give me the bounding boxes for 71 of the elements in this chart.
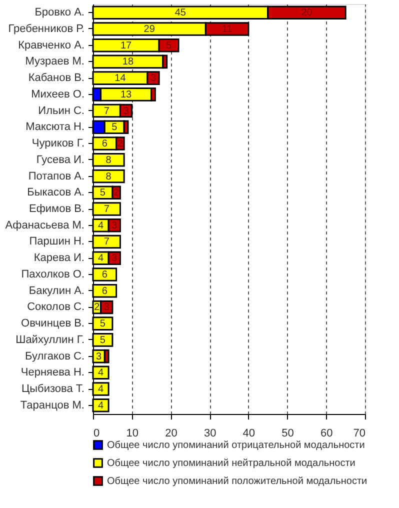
data-label: 2 bbox=[94, 302, 100, 314]
y-tick-label: Кабанов В. bbox=[28, 72, 84, 84]
data-label: 5 bbox=[100, 188, 106, 199]
data-label: 17 bbox=[120, 40, 132, 52]
y-tick-label: Ефимов В. bbox=[28, 203, 84, 215]
data-label: 3 bbox=[104, 302, 110, 314]
y-tick-label: Музраев М. bbox=[25, 56, 84, 68]
data-label: 11 bbox=[222, 24, 233, 35]
data-label: 7 bbox=[104, 106, 110, 117]
data-label: 5 bbox=[100, 334, 106, 346]
y-tick-label: Бакулин А. bbox=[28, 284, 84, 297]
x-tick-label: 60 bbox=[320, 428, 333, 440]
y-tick-label: Шайхуллин Г. bbox=[16, 334, 84, 346]
x-tick-label: 0 bbox=[94, 428, 100, 440]
data-label: 3 bbox=[112, 220, 118, 232]
y-tick-label: Гребенников Р. bbox=[8, 22, 84, 35]
data-label: 13 bbox=[120, 89, 132, 100]
data-label: 4 bbox=[98, 220, 104, 232]
data-label: 29 bbox=[144, 24, 156, 35]
y-tick-label: Булгаков С. bbox=[25, 350, 84, 362]
data-label: 6 bbox=[102, 269, 108, 280]
data-label: 5 bbox=[166, 40, 172, 52]
data-label: 18 bbox=[122, 56, 134, 68]
data-label: 4 bbox=[98, 384, 104, 396]
legend-label: Общее число упоминаний нейтральной модальности bbox=[107, 458, 356, 469]
y-tick-label: Чуриков Г. bbox=[32, 138, 84, 150]
y-tick-label: Максюта Н. bbox=[26, 121, 84, 134]
y-tick-label: Афанасьева М. bbox=[5, 219, 84, 232]
data-label: 4 bbox=[98, 400, 104, 412]
data-label: 6 bbox=[102, 286, 108, 297]
data-label: 4 bbox=[98, 368, 104, 379]
data-label: 7 bbox=[104, 236, 110, 248]
data-label: 5 bbox=[112, 122, 118, 134]
x-tick-label: 40 bbox=[242, 428, 256, 440]
y-tick-label: Кравченко А. bbox=[18, 39, 84, 52]
data-label: 2 bbox=[117, 138, 124, 150]
data-label: 14 bbox=[114, 73, 126, 84]
y-tick-label: Черняева Н. bbox=[20, 366, 84, 379]
x-tick-label: 10 bbox=[126, 428, 138, 440]
y-tick-label: Бровко А. bbox=[34, 6, 84, 19]
data-label: 8 bbox=[106, 154, 112, 166]
data-label: 3 bbox=[96, 351, 102, 362]
data-label: 2 bbox=[114, 188, 120, 199]
x-tick-label: 70 bbox=[353, 428, 366, 440]
data-label: 4 bbox=[98, 253, 104, 264]
y-tick-label: Гусева И. bbox=[36, 154, 84, 166]
data-label: 7 bbox=[104, 204, 110, 215]
x-tick-label: 20 bbox=[165, 428, 178, 440]
y-tick-label: Михеев О. bbox=[31, 88, 84, 100]
data-label: 3 bbox=[112, 253, 118, 264]
data-label: 6 bbox=[102, 138, 108, 150]
data-label: 3 bbox=[150, 73, 156, 84]
x-tick-label: 30 bbox=[204, 428, 216, 440]
data-label: 8 bbox=[106, 171, 112, 182]
y-tick-label: Ильин С. bbox=[38, 104, 84, 117]
legend-label: Общее число упоминаний положительной модальности bbox=[107, 476, 368, 487]
y-tick-label: Потапов А. bbox=[28, 170, 84, 182]
y-tick-label: Паршин Н. bbox=[29, 236, 84, 248]
data-label: 20 bbox=[301, 8, 313, 19]
y-tick-label: Овчинцев В. bbox=[21, 318, 84, 330]
y-tick-label: Карева И. bbox=[34, 252, 84, 264]
legend-label: Общее число упоминаний отрицательной модальности bbox=[107, 440, 365, 451]
y-tick-label: Соколов С. bbox=[27, 301, 84, 314]
y-tick-label: Быкасов А. bbox=[27, 186, 84, 199]
y-tick-label: Пахолков О. bbox=[21, 268, 84, 280]
data-label: 5 bbox=[100, 318, 106, 330]
data-label: 3 bbox=[123, 106, 130, 117]
y-tick-label: Таранцов М. bbox=[20, 399, 84, 412]
y-tick-label: Цыбизова Т. bbox=[22, 383, 84, 396]
x-tick-label: 50 bbox=[282, 428, 294, 440]
data-label: 45 bbox=[174, 8, 186, 19]
